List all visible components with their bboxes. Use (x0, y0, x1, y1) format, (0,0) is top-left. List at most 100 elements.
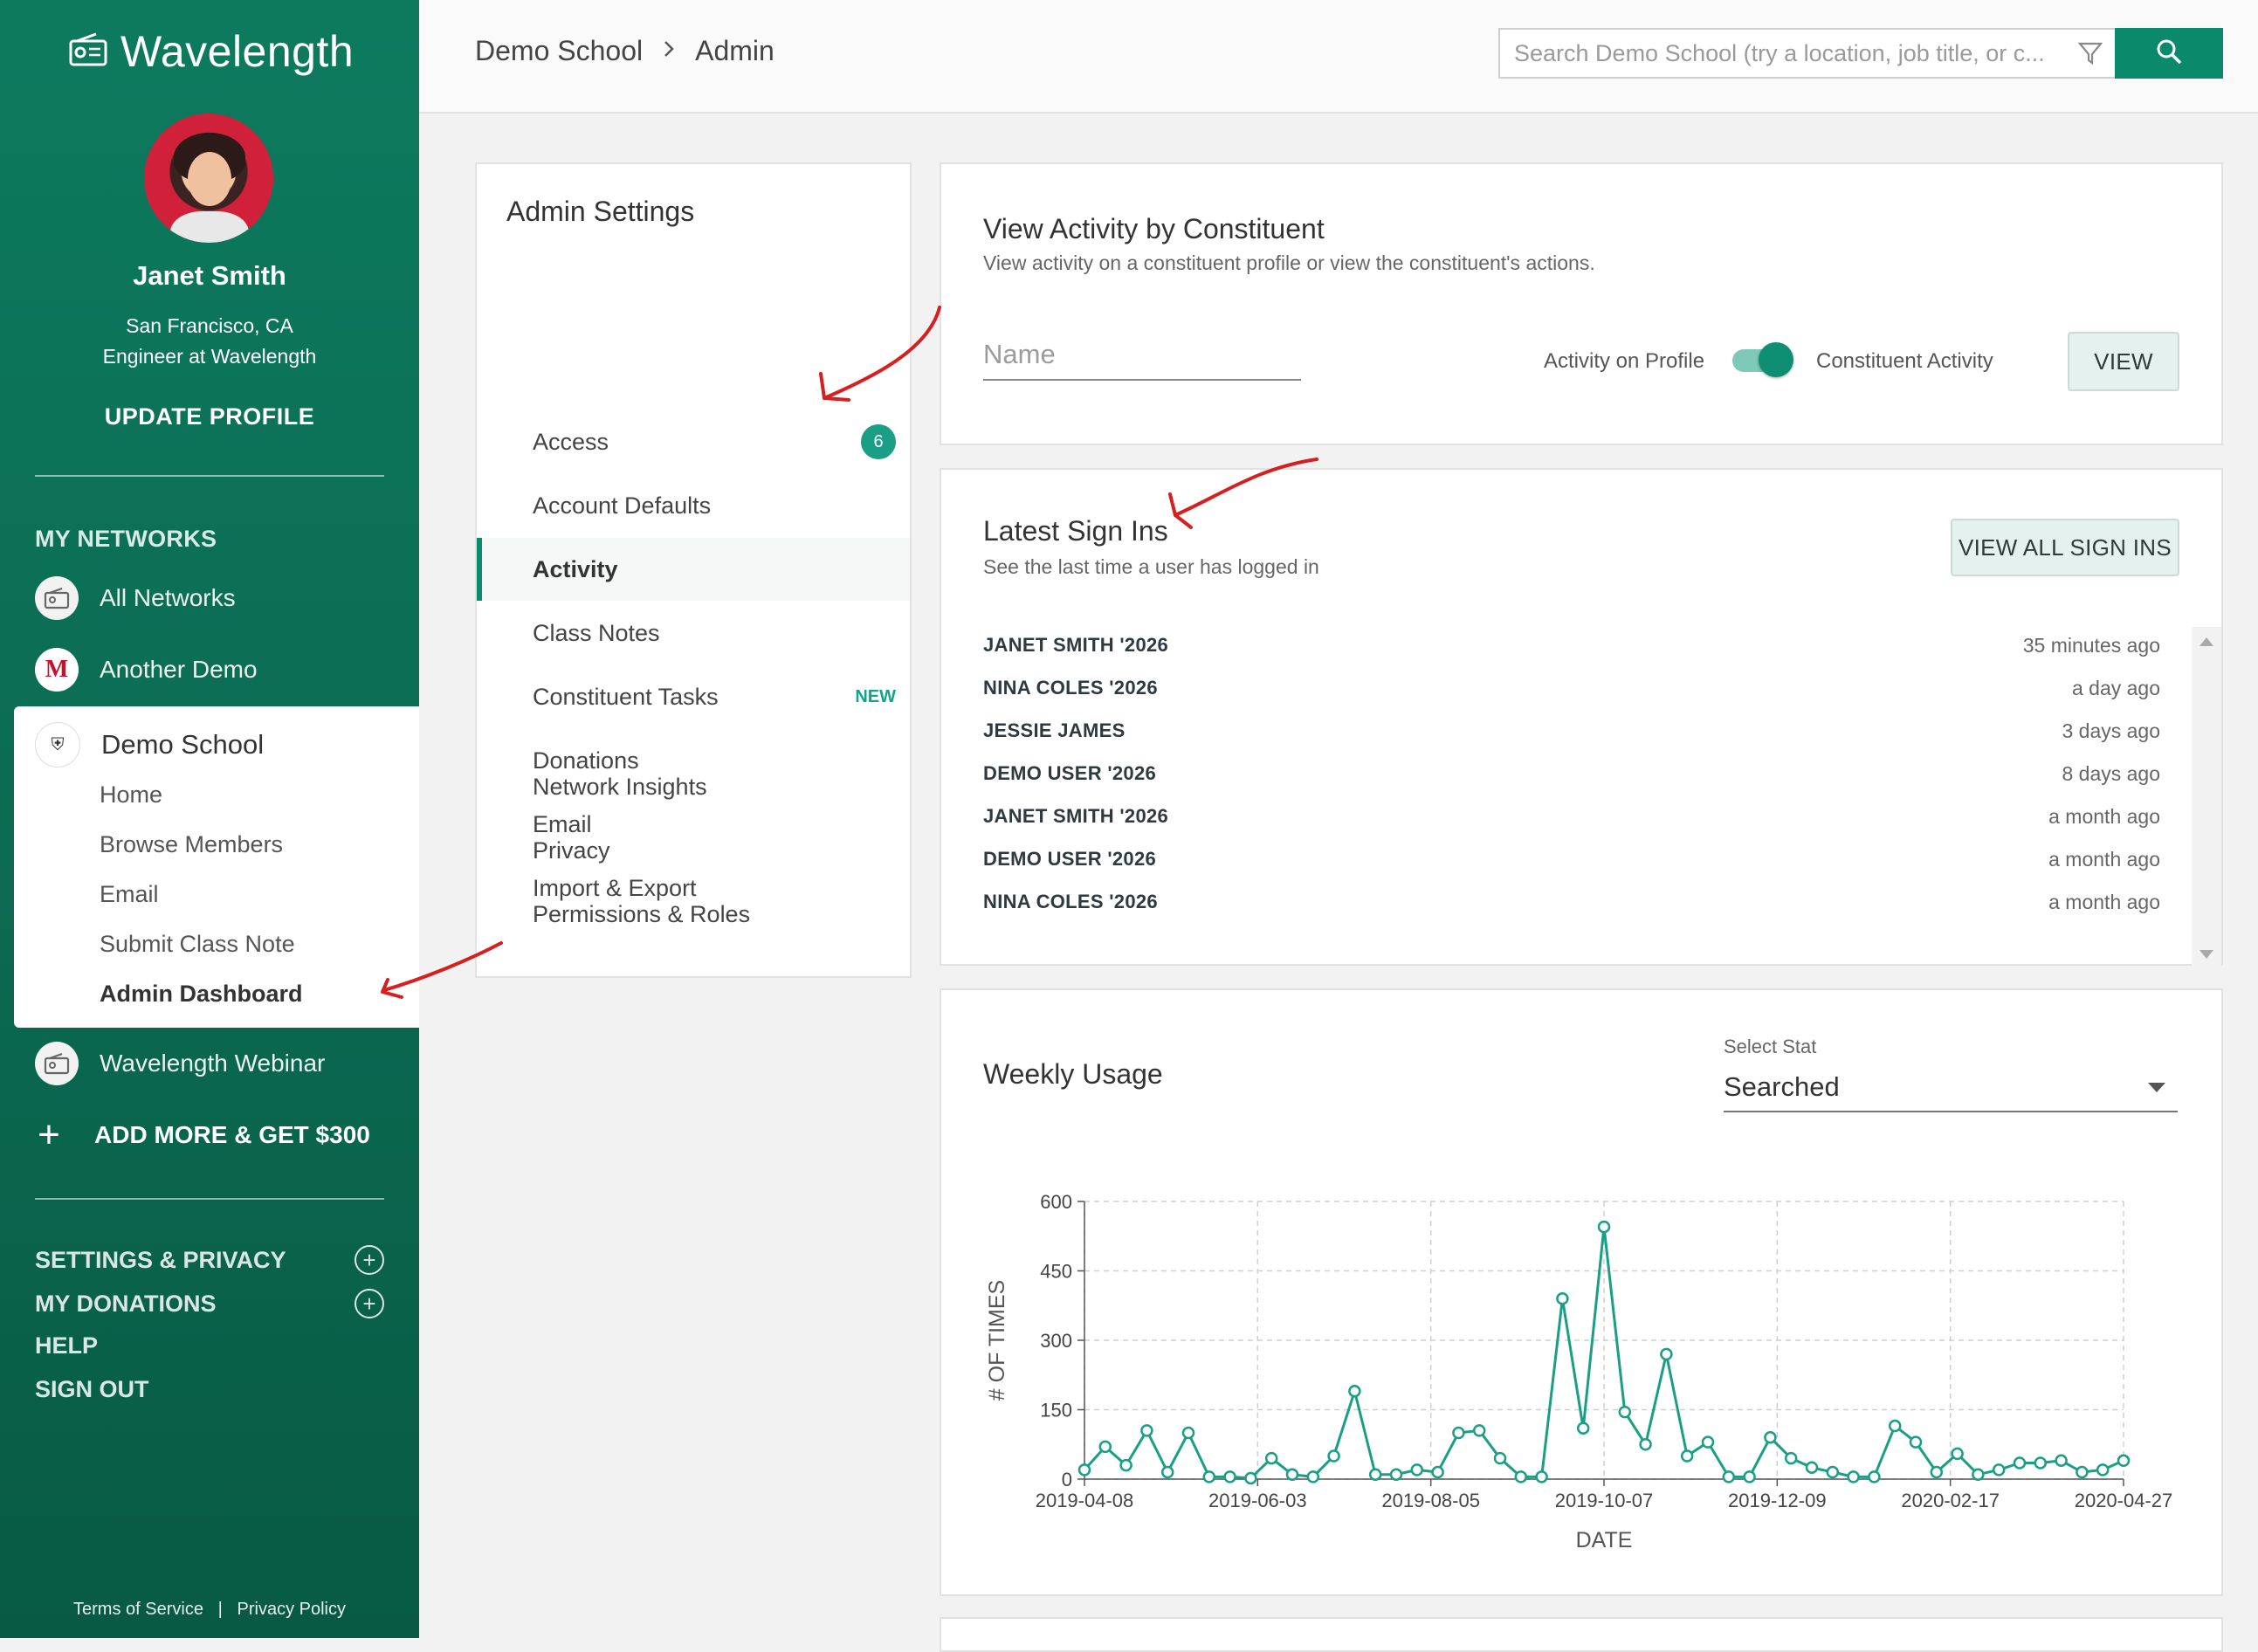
sign-in-time: a month ago (2048, 805, 2160, 828)
sign-in-name[interactable]: JANET SMITH '2026 (983, 805, 1169, 827)
weekly-usage-title: Weekly Usage (983, 1058, 1163, 1090)
menu-item-label: Activity (533, 555, 618, 582)
sign-in-name[interactable]: NINA COLES '2026 (983, 677, 1158, 699)
weekly-usage-chart: 0 150 300 450 600 2019-04-08 2019-06-03 2019-08… (985, 1191, 2172, 1552)
data-point (1951, 1447, 1964, 1461)
nav-browse-members[interactable]: Browse Members (100, 831, 284, 857)
view-button[interactable]: VIEW (2068, 332, 2179, 391)
menu-item-import-export[interactable]: Import & Export (477, 857, 910, 919)
dropdown-caret-icon (2148, 1082, 2165, 1092)
nav-submit-class-note[interactable]: Submit Class Note (100, 931, 295, 957)
data-point (1306, 1470, 1320, 1483)
name-field[interactable] (983, 330, 1301, 381)
menu-item-activity[interactable]: Activity (477, 538, 910, 601)
avatar[interactable] (144, 114, 273, 243)
data-point (1722, 1470, 1736, 1483)
sidebar-divider (35, 1198, 384, 1200)
data-point (1909, 1435, 1923, 1449)
menu-item-email[interactable]: Email (477, 793, 910, 856)
my-donations-link[interactable]: MY DONATIONS + (35, 1289, 384, 1318)
scroll-down-arrow-icon[interactable] (2199, 950, 2213, 959)
x-axis-title: DATE (1576, 1528, 1633, 1552)
update-profile-link[interactable]: UPDATE PROFILE (104, 403, 315, 430)
network-item-wavelength-webinar[interactable]: Wavelength Webinar (35, 1042, 325, 1085)
terms-link[interactable]: Terms of Service (73, 1600, 203, 1619)
next-card (940, 1617, 2223, 1652)
settings-privacy-label: SETTINGS & PRIVACY (35, 1246, 286, 1273)
x-tick-label: 2019-06-03 (1208, 1490, 1307, 1511)
nav-email[interactable]: Email (100, 881, 159, 907)
sign-ins-scrollbar[interactable] (2192, 627, 2221, 969)
sign-in-name[interactable]: JESSIE JAMES (983, 719, 1126, 741)
sign-in-row[interactable]: NINA COLES '2026 a day ago (983, 677, 2160, 700)
menu-item-privacy[interactable]: Privacy (477, 819, 910, 882)
sign-in-row[interactable]: JANET SMITH '2026 35 minutes ago (983, 634, 2160, 657)
latest-sign-ins-subtitle: See the last time a user has logged in (983, 555, 1319, 578)
radio-icon (68, 32, 108, 72)
breadcrumb: Demo School Admin (475, 35, 774, 67)
data-point (1930, 1465, 1944, 1479)
sign-in-name[interactable]: DEMO USER '2026 (983, 848, 1157, 870)
data-point (1764, 1431, 1777, 1444)
menu-item-network-insights[interactable]: Network Insights (477, 755, 910, 818)
data-point (1202, 1470, 1216, 1483)
breadcrumb-demo-school[interactable]: Demo School (475, 35, 644, 66)
menu-item-donations[interactable]: Donations (477, 729, 910, 792)
data-point (1223, 1470, 1236, 1483)
user-name: Janet Smith (133, 260, 286, 291)
search-input[interactable] (1500, 31, 2066, 75)
sign-out-label: SIGN OUT (35, 1376, 149, 1402)
menu-item-permissions-roles[interactable]: Permissions & Roles (477, 883, 910, 946)
latest-sign-ins-card: Latest Sign Ins See the last time a user… (940, 468, 2223, 969)
add-more-networks-link[interactable]: + ADD MORE & GET $300 (35, 1116, 370, 1154)
sign-in-name[interactable]: JANET SMITH '2026 (983, 634, 1169, 656)
sign-in-row[interactable]: DEMO USER '2026 8 days ago (983, 762, 2160, 786)
menu-item-access[interactable]: Access 6 (477, 410, 910, 473)
series-line (1083, 1225, 2124, 1480)
menu-item-account-defaults[interactable]: Account Defaults (477, 474, 910, 537)
brand-logo[interactable]: Wavelength (68, 26, 354, 77)
data-point (1514, 1470, 1528, 1483)
menu-item-label: Access (533, 428, 609, 455)
sign-in-row[interactable]: NINA COLES '2026 a month ago (983, 891, 2160, 914)
menu-item-constituent-tasks[interactable]: Constituent Tasks NEW (477, 665, 910, 728)
sign-in-name[interactable]: DEMO USER '2026 (983, 762, 1157, 784)
filter-icon[interactable] (2066, 40, 2115, 66)
expand-plus-icon[interactable]: + (355, 1289, 384, 1318)
sign-in-name[interactable]: NINA COLES '2026 (983, 891, 1158, 912)
sign-in-row[interactable]: JANET SMITH '2026 a month ago (983, 805, 2160, 829)
help-link[interactable]: HELP (35, 1332, 384, 1359)
privacy-policy-link[interactable]: Privacy Policy (237, 1600, 346, 1619)
user-role: Engineer at Wavelength (102, 345, 317, 368)
activity-toggle[interactable] (1732, 342, 1793, 377)
view-activity-card: View Activity by Constituent View activi… (940, 162, 2223, 445)
network-item-another-demo[interactable]: M Another Demo (35, 648, 258, 692)
search-button[interactable] (2115, 28, 2223, 79)
network-label: All Networks (100, 584, 236, 611)
view-all-sign-ins-button[interactable]: VIEW ALL SIGN INS (1951, 519, 2179, 576)
y-tick-label: 600 (1040, 1191, 1072, 1213)
menu-item-class-notes[interactable]: Class Notes (477, 602, 910, 664)
expand-plus-icon[interactable]: + (355, 1245, 384, 1275)
sign-in-row[interactable]: JESSIE JAMES 3 days ago (983, 719, 2160, 743)
data-point (1576, 1421, 1590, 1435)
count-badge: 6 (861, 424, 896, 459)
sign-in-time: 35 minutes ago (2022, 634, 2160, 657)
settings-privacy-link[interactable]: SETTINGS & PRIVACY + (35, 1245, 384, 1275)
nav-home[interactable]: Home (100, 781, 163, 808)
data-point (1119, 1458, 1132, 1472)
nav-admin-dashboard[interactable]: Admin Dashboard (100, 981, 303, 1007)
network-item-all-networks[interactable]: All Networks (35, 576, 236, 620)
weekly-usage-card: Weekly Usage Select Stat Searched 0 150 30… (940, 988, 2223, 1596)
scroll-up-arrow-icon[interactable] (2199, 637, 2213, 646)
sign-out-link[interactable]: SIGN OUT (35, 1376, 384, 1403)
data-point (1160, 1465, 1174, 1479)
new-tag: NEW (855, 686, 896, 706)
y-tick-label: 150 (1040, 1400, 1072, 1421)
radio-icon (35, 1042, 79, 1085)
select-stat-dropdown[interactable]: Searched (1724, 1063, 2178, 1112)
y-tick-label: 300 (1040, 1330, 1072, 1352)
search-icon (2155, 38, 2183, 70)
network-item-demo-school[interactable]: ⛨ Demo School (35, 722, 264, 767)
sign-in-row[interactable]: DEMO USER '2026 a month ago (983, 848, 2160, 871)
